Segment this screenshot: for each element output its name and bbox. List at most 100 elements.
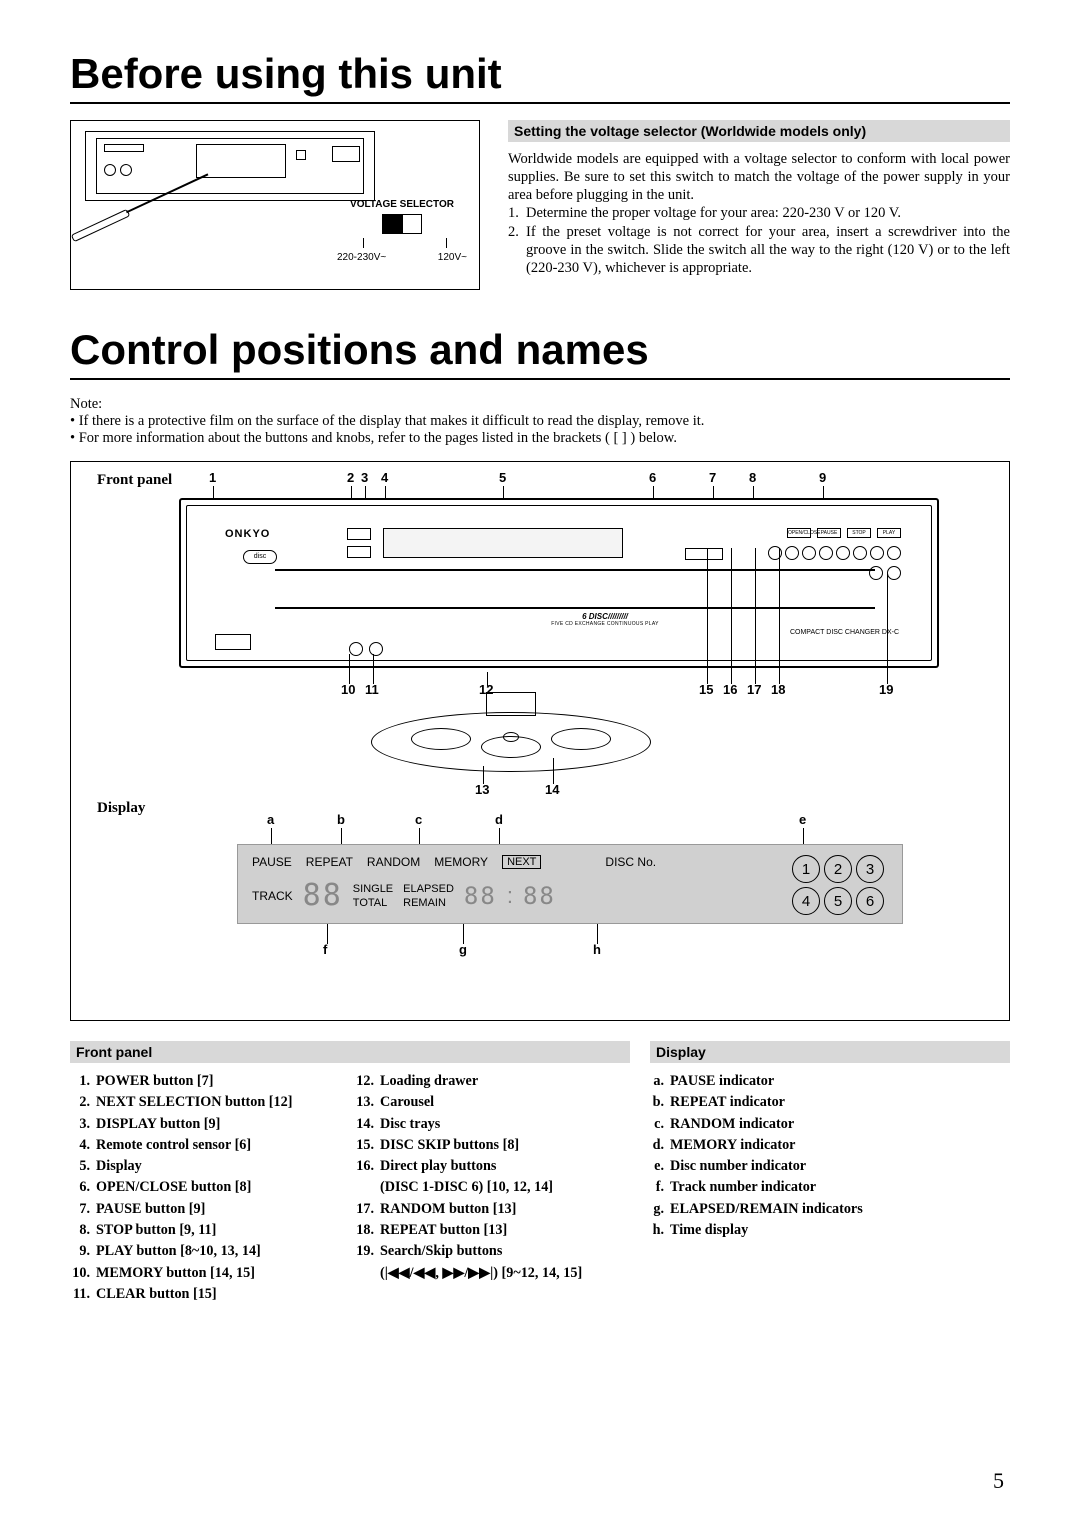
list-item: 8.STOP button [9, 11]: [70, 1220, 344, 1241]
remain-indicator: REMAIN: [403, 897, 454, 909]
callout-2: 2: [347, 470, 354, 485]
single-indicator: SINGLE: [353, 883, 393, 895]
voltage-right-label: 120V~: [438, 252, 467, 263]
list-item: 1.POWER button [7]: [70, 1071, 344, 1092]
callout-13: 13: [475, 782, 489, 797]
list-item: (|◀◀/◀◀, ▶▶/▶▶|) [9~12, 14, 15]: [354, 1263, 630, 1284]
callout-e: e: [799, 812, 806, 827]
page-number: 5: [993, 1468, 1004, 1494]
panel-diagram-box: Front panel 1 2 3 4 5 6 7 8 9 ONKYO disc…: [70, 461, 1010, 1021]
list-item: g.ELAPSED/REMAIN indicators: [650, 1199, 1010, 1220]
callout-19: 19: [879, 682, 893, 697]
stop-btn-icon: STOP: [847, 528, 871, 538]
total-indicator: TOTAL: [353, 897, 393, 909]
time-seg-1: 88: [464, 884, 497, 908]
callout-1: 1: [209, 470, 216, 485]
front-list-right: 12.Loading drawer13.Carousel14.Disc tray…: [354, 1071, 630, 1305]
callout-h: h: [593, 942, 601, 957]
voltage-step-1: Determine the proper voltage for your ar…: [526, 204, 901, 222]
note-label: Note:: [70, 396, 102, 412]
callout-3: 3: [361, 470, 368, 485]
disc-number-circles: 1 2 3 4 5 6: [792, 855, 884, 915]
callout-b: b: [337, 812, 345, 827]
callout-9: 9: [819, 470, 826, 485]
list-item: 14.Disc trays: [354, 1114, 630, 1135]
disc-no-indicator: DISC No.: [605, 855, 656, 869]
lists-row: Front panel 1.POWER button [7]2.NEXT SEL…: [70, 1041, 1010, 1305]
cd-logo-icon: disc: [243, 550, 277, 564]
list-item: 11.CLEAR button [15]: [70, 1284, 344, 1305]
six-disc-label: 6 DISC///////// FIVE CD EXCHANGE CONTINU…: [545, 612, 665, 627]
note-bullet-2: For more information about the buttons a…: [70, 430, 1010, 447]
time-seg-2: 88: [523, 884, 556, 908]
list-item: 15.DISC SKIP buttons [8]: [354, 1135, 630, 1156]
row-voltage: VOLTAGE SELECTOR 220-230V~ 120V~ Setting…: [70, 120, 1010, 290]
list-item: b.REPEAT indicator: [650, 1092, 1010, 1113]
callout-c: c: [415, 812, 422, 827]
rear-panel-outline: [85, 131, 375, 201]
list-item: 10.MEMORY button [14, 15]: [70, 1263, 344, 1284]
note-block: Note: If there is a protective film on t…: [70, 396, 1010, 447]
display-list-title: Display: [650, 1041, 1010, 1063]
model-label: COMPACT DISC CHANGER DX-C: [790, 629, 899, 636]
next-indicator: NEXT: [502, 855, 541, 869]
display-illustration: PAUSE REPEAT RANDOM MEMORY NEXT DISC No.…: [237, 844, 903, 924]
list-item: e.Disc number indicator: [650, 1156, 1010, 1177]
disc-circle-5: 5: [824, 887, 852, 915]
callout-14: 14: [545, 782, 559, 797]
front-list-left: 1.POWER button [7]2.NEXT SELECTION butto…: [70, 1071, 344, 1305]
track-indicator: TRACK: [252, 889, 293, 903]
callouts-top: 1 2 3 4 5 6 7 8 9: [179, 470, 939, 492]
callout-16: 16: [723, 682, 737, 697]
note-bullet-1: If there is a protective film on the sur…: [70, 413, 1010, 430]
disc-circle-4: 4: [792, 887, 820, 915]
list-item: 17.RANDOM button [13]: [354, 1199, 630, 1220]
list-item: d.MEMORY indicator: [650, 1135, 1010, 1156]
voltage-intro: Worldwide models are equipped with a vol…: [508, 150, 1010, 204]
list-item: h.Time display: [650, 1220, 1010, 1241]
voltage-selector-detail: VOLTAGE SELECTOR 220-230V~ 120V~: [337, 199, 467, 263]
list-item: 2.NEXT SELECTION button [12]: [70, 1092, 344, 1113]
heading-before-using: Before using this unit: [70, 50, 1010, 104]
callout-d: d: [495, 812, 503, 827]
disc-circle-6: 6: [856, 887, 884, 915]
callout-5: 5: [499, 470, 506, 485]
display-callouts-top: a b c d e: [237, 812, 903, 828]
callout-7: 7: [709, 470, 716, 485]
list-item: 5.Display: [70, 1156, 344, 1177]
pause-btn-icon: PAUSE: [817, 528, 841, 538]
callout-15: 15: [699, 682, 713, 697]
track-segments: 88: [303, 881, 343, 911]
repeat-indicator: REPEAT: [306, 855, 353, 869]
callout-f: f: [323, 942, 327, 957]
list-item: 12.Loading drawer: [354, 1071, 630, 1092]
voltage-text-column: Setting the voltage selector (Worldwide …: [508, 120, 1010, 290]
callouts-bot: 13 14: [179, 782, 939, 796]
display-callouts-bot: f g h: [237, 942, 903, 958]
disc-circle-2: 2: [824, 855, 852, 883]
list-item: c.RANDOM indicator: [650, 1114, 1010, 1135]
callout-g: g: [459, 942, 467, 957]
random-indicator: RANDOM: [367, 855, 420, 869]
carousel-illustration: [371, 692, 651, 777]
list-item: 6.OPEN/CLOSE button [8]: [70, 1177, 344, 1198]
callout-a: a: [267, 812, 274, 827]
display-list: a.PAUSE indicatorb.REPEAT indicatorc.RAN…: [650, 1071, 1010, 1241]
list-item: a.PAUSE indicator: [650, 1071, 1010, 1092]
list-item: 16.Direct play buttons: [354, 1156, 630, 1177]
voltage-section-title: Setting the voltage selector (Worldwide …: [508, 120, 1010, 142]
voltage-selector-title: VOLTAGE SELECTOR: [337, 199, 467, 210]
list-item: (DISC 1-DISC 6) [10, 12, 14]: [354, 1177, 630, 1198]
callout-17: 17: [747, 682, 761, 697]
front-panel-label: Front panel: [97, 472, 172, 489]
elapsed-indicator: ELAPSED: [403, 883, 454, 895]
list-item: 3.DISPLAY button [9]: [70, 1114, 344, 1135]
front-device-illustration: ONKYO disc 6 DISC///////// FIVE CD EXCHA…: [179, 498, 939, 668]
brand-label: ONKYO: [225, 528, 270, 540]
callout-10: 10: [341, 682, 355, 697]
front-panel-list-title: Front panel: [70, 1041, 630, 1063]
callout-6: 6: [649, 470, 656, 485]
callout-8: 8: [749, 470, 756, 485]
memory-indicator: MEMORY: [434, 855, 488, 869]
list-item: 19.Search/Skip buttons: [354, 1241, 630, 1262]
